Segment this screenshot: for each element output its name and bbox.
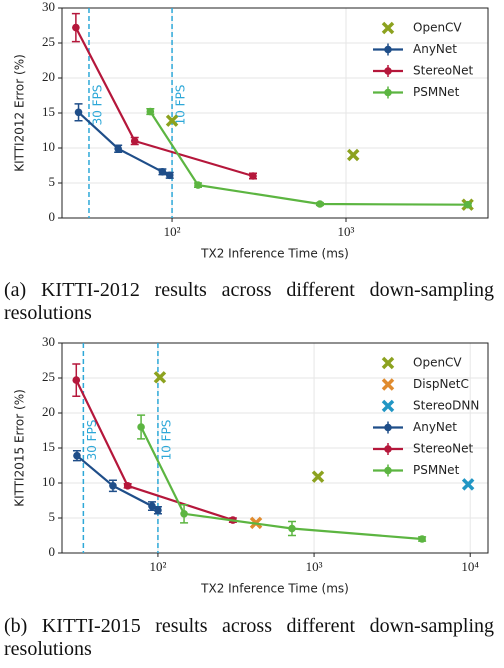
marker	[146, 107, 155, 116]
x-axis-label: TX2 Inference Time (ms)	[200, 247, 349, 261]
y-tick-label: 25	[42, 369, 55, 384]
fps-label: 10 FPS	[159, 420, 173, 461]
y-tick-label: 30	[42, 334, 55, 349]
y-tick-label: 30	[42, 0, 55, 14]
y-tick-label: 10	[42, 139, 55, 154]
chart: 0 5 10 15 20 25 30 10² 10³ TX2 Inference Time (ms…	[13, 0, 489, 261]
marker	[137, 423, 145, 431]
marker	[73, 451, 81, 460]
marker	[249, 172, 257, 180]
y-axis-label: KITTI2012 Error (%)	[13, 54, 27, 172]
legend: OpenCV AnyNet StereoNet PSMNet	[373, 21, 473, 99]
y-tick-label: 0	[49, 209, 56, 224]
series-line	[75, 379, 234, 522]
x-marker	[381, 356, 395, 370]
marker	[114, 144, 122, 153]
legend-swatch	[384, 423, 392, 432]
y-tick-label: 5	[49, 174, 56, 189]
marker	[165, 171, 174, 180]
series-line	[149, 111, 468, 206]
x-marker	[346, 148, 360, 162]
y-tick-label: 25	[42, 34, 55, 49]
legend: OpenCV DispNetC StereoDNN AnyNet StereoNet PS…	[373, 356, 479, 477]
marker	[109, 482, 117, 490]
plot-frame	[61, 342, 489, 554]
y-tick-label: 20	[42, 69, 55, 84]
marker	[130, 137, 139, 145]
legend-label: StereoNet	[413, 64, 473, 78]
legend-label: AnyNet	[413, 420, 457, 434]
legend-swatch	[384, 445, 392, 453]
marker	[72, 376, 81, 384]
legend-swatch	[384, 88, 392, 97]
marker	[72, 23, 80, 32]
fps-label: 10 FPS	[174, 85, 188, 126]
x-tick-label: 10²	[164, 224, 181, 239]
y-tick-label: 0	[49, 544, 56, 559]
marker	[148, 502, 156, 510]
legend-label: OpenCV	[413, 21, 462, 35]
legend-swatch	[384, 466, 392, 475]
y-tick-label: 5	[49, 509, 56, 524]
legend-label: PSMNet	[413, 463, 460, 477]
legend-label: DispNetC	[413, 377, 469, 391]
legend-label: StereoNet	[413, 442, 473, 456]
legend-label: StereoDNN	[413, 399, 479, 413]
x-tick-label: 10³	[338, 224, 355, 239]
marker	[194, 181, 202, 189]
marker	[316, 200, 324, 208]
marker	[418, 535, 426, 543]
x-marker	[381, 399, 395, 413]
legend-label: AnyNet	[413, 42, 457, 56]
marker	[464, 200, 472, 209]
chart: 0 5 10 15 20 25 30 10² 10³ 10⁴ TX2 Inference Time …	[13, 334, 489, 596]
plot-area	[72, 363, 475, 543]
marker	[74, 108, 83, 117]
x-marker	[311, 470, 325, 483]
caption: (a) KITTI-2012 results across different …	[4, 279, 494, 324]
legend-swatch	[384, 67, 392, 75]
y-axis-label: KITTI2015 Error (%)	[13, 389, 27, 507]
marker	[123, 482, 132, 490]
series-line	[140, 426, 423, 541]
marker	[180, 510, 188, 518]
x-tick-label: 10³	[306, 559, 323, 574]
series-line	[77, 111, 171, 177]
y-tick-label: 10	[42, 474, 55, 489]
legend-label: OpenCV	[413, 356, 462, 370]
marker	[288, 524, 296, 533]
legend-label: PSMNet	[413, 85, 460, 99]
fps-label: 30 FPS	[85, 420, 99, 461]
y-tick-label: 20	[42, 404, 55, 419]
legend-swatch	[384, 45, 392, 54]
x-tick-label: 10⁴	[461, 559, 479, 574]
x-marker	[381, 378, 395, 391]
plot-area	[71, 12, 474, 211]
marker	[158, 168, 167, 176]
x-marker	[381, 21, 395, 35]
y-tick-label: 15	[42, 104, 55, 119]
x-marker	[461, 478, 475, 491]
plot-frame	[61, 7, 489, 219]
x-marker	[165, 114, 179, 127]
x-tick-label: 10²	[149, 559, 166, 574]
x-marker	[153, 371, 167, 384]
caption: (b) KITTI-2015 results across different …	[4, 615, 494, 660]
fps-label: 30 FPS	[90, 85, 104, 126]
x-axis-label: TX2 Inference Time (ms)	[200, 582, 349, 596]
y-tick-label: 15	[42, 439, 55, 454]
marker	[154, 506, 162, 515]
